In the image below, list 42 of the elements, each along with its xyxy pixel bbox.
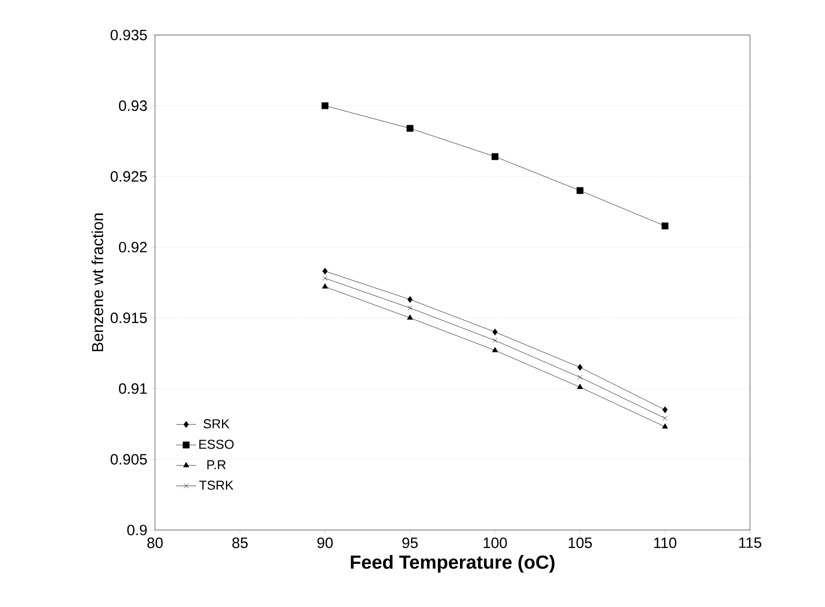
x-tick-label: 80 xyxy=(147,538,163,548)
point xyxy=(407,296,413,303)
point xyxy=(662,423,668,429)
point xyxy=(577,384,583,389)
y-tick-label: 0.93 xyxy=(118,100,147,111)
x-tick-label: 115 xyxy=(739,538,762,548)
x-tick-label: 95 xyxy=(402,538,418,548)
y-tick-label: 0.905 xyxy=(110,454,147,465)
legend-label: TSRK xyxy=(199,480,234,490)
point xyxy=(322,276,328,281)
y-tick-label: 0.9 xyxy=(127,524,147,536)
y-tick-label: 0.92 xyxy=(118,242,147,252)
legend-label: P.R xyxy=(207,460,226,470)
point xyxy=(406,124,414,132)
point xyxy=(322,283,328,289)
x-tick-label: 85 xyxy=(232,538,248,548)
point xyxy=(322,268,328,275)
point xyxy=(492,153,498,160)
y-tick-label: 0.91 xyxy=(118,383,147,394)
point xyxy=(576,187,584,194)
x-axis-title: Feed Temperature (oC) xyxy=(350,554,554,573)
point xyxy=(662,406,668,414)
point xyxy=(577,364,583,371)
x-tick-label: 105 xyxy=(568,538,592,548)
x-tick-label: 100 xyxy=(484,538,507,548)
point xyxy=(492,328,498,336)
x-tick-label: 110 xyxy=(654,538,676,548)
point xyxy=(492,346,498,352)
y-tick-label: 0.915 xyxy=(110,312,147,324)
point xyxy=(492,338,498,343)
legend-label: SRK xyxy=(204,419,230,428)
point xyxy=(662,416,668,421)
point xyxy=(408,306,412,310)
point xyxy=(407,314,413,320)
point xyxy=(578,374,582,380)
legend-label: ESSO xyxy=(199,440,234,449)
y-axis-title: Benzene wt fraction xyxy=(92,214,104,352)
x-tick-label: 90 xyxy=(317,538,333,548)
point xyxy=(662,222,668,230)
y-tick-label: 0.925 xyxy=(110,171,147,182)
point xyxy=(322,102,328,110)
y-tick-label: 0.935 xyxy=(110,30,147,40)
